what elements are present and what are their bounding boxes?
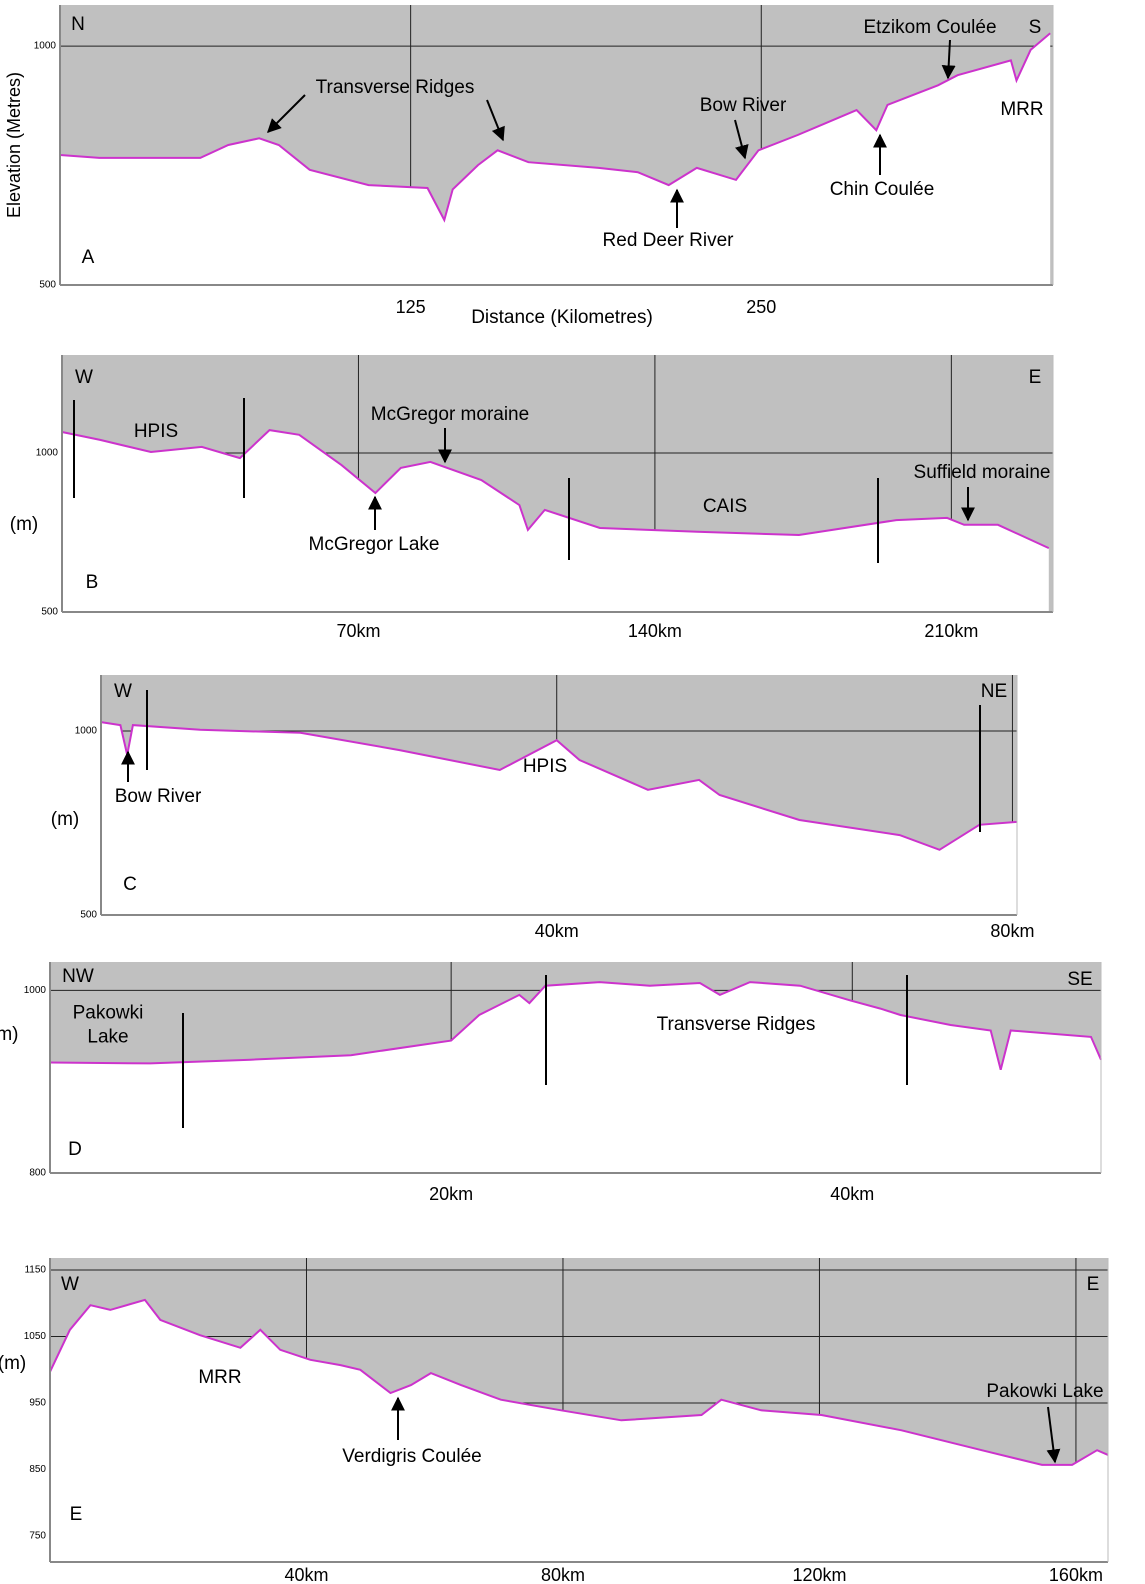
y-tick-label: 850 bbox=[29, 1464, 46, 1475]
x-tick-label: 40km bbox=[284, 1565, 328, 1584]
annotation: W bbox=[61, 1274, 79, 1296]
x-tick-label: 40km bbox=[830, 1184, 874, 1204]
x-tick-label: 140km bbox=[628, 621, 682, 641]
annotation: McGregor Lake bbox=[308, 534, 440, 556]
profile-line bbox=[100, 721, 1018, 851]
annotation: (m) bbox=[0, 1353, 27, 1375]
annotation: A bbox=[81, 247, 95, 269]
annotation: Transverse Ridges bbox=[656, 1014, 816, 1036]
annotation: Verdigris Coulée bbox=[342, 1446, 482, 1468]
annotation: Etzikom Coulée bbox=[863, 17, 997, 39]
annotation: E bbox=[69, 1504, 83, 1526]
annotation: McGregor moraine bbox=[370, 404, 530, 426]
x-tick-label: 40km bbox=[535, 921, 579, 941]
x-tick-label: 160km bbox=[1049, 1565, 1103, 1584]
annotation: E bbox=[1086, 1274, 1100, 1296]
profile-line bbox=[49, 1298, 1109, 1466]
annotation: E bbox=[1028, 367, 1042, 389]
annotation: Chin Coulée bbox=[829, 179, 935, 201]
x-tick-label: 210km bbox=[924, 621, 978, 641]
x-tick-label: 20km bbox=[429, 1184, 473, 1204]
annotation: Suffield moraine bbox=[913, 462, 1051, 484]
ground-area bbox=[62, 430, 1049, 612]
annotation: MRR bbox=[198, 1367, 242, 1389]
annotation: D bbox=[68, 1139, 82, 1161]
ground-area bbox=[60, 33, 1051, 286]
arrow bbox=[267, 94, 306, 133]
annotation: MRR bbox=[1000, 99, 1044, 121]
ground-area bbox=[101, 722, 1017, 915]
x-tick-label: 125 bbox=[396, 297, 426, 317]
annotation: HPIS bbox=[133, 421, 179, 443]
annotation: B bbox=[85, 572, 99, 594]
annotation: S bbox=[1028, 17, 1042, 39]
annotation: NW bbox=[62, 966, 94, 988]
y-axis-label: Elevation (Metres) bbox=[4, 72, 24, 218]
profile-line bbox=[59, 32, 1051, 223]
x-tick-label: 80km bbox=[990, 921, 1034, 941]
profile-line bbox=[49, 981, 1102, 1071]
annotation: NE bbox=[980, 681, 1008, 703]
annotation: Transverse Ridges bbox=[315, 77, 475, 99]
annotation: Pakowki Lake bbox=[986, 1381, 1104, 1403]
annotation: Distance (Kilometres) bbox=[471, 307, 653, 329]
profile-line bbox=[61, 429, 1050, 550]
x-tick-label: 80km bbox=[541, 1565, 585, 1584]
y-tick-label: 750 bbox=[29, 1531, 46, 1542]
x-tick-label: 70km bbox=[336, 621, 380, 641]
y-tick-label: 1000 bbox=[36, 448, 59, 459]
y-tick-label: 1050 bbox=[24, 1331, 47, 1342]
y-tick-label: 950 bbox=[29, 1398, 46, 1409]
ground-area bbox=[50, 1299, 1108, 1562]
y-tick-label: 1150 bbox=[24, 1265, 46, 1276]
y-tick-label: 1000 bbox=[75, 726, 98, 737]
x-tick-label: 120km bbox=[792, 1565, 846, 1584]
y-tick-label: 500 bbox=[80, 910, 97, 921]
arrow bbox=[486, 99, 505, 142]
annotation: N bbox=[71, 14, 85, 36]
annotation: Bow River bbox=[699, 95, 787, 117]
annotation: W bbox=[114, 681, 132, 703]
annotation: Bow River bbox=[114, 786, 202, 808]
y-tick-label: 500 bbox=[39, 280, 56, 291]
annotation: Red Deer River bbox=[602, 230, 734, 252]
annotation: Pakowki Lake bbox=[72, 1002, 144, 1047]
y-tick-label: 800 bbox=[29, 1168, 46, 1179]
annotation: W bbox=[75, 367, 93, 389]
arrow bbox=[1046, 1406, 1061, 1464]
annotation: (m) bbox=[9, 514, 39, 536]
annotation: SE bbox=[1067, 969, 1093, 991]
arrow bbox=[941, 39, 956, 80]
y-tick-label: 1000 bbox=[24, 985, 47, 996]
annotation: (m) bbox=[50, 809, 80, 831]
x-tick-label: 250 bbox=[746, 297, 776, 317]
annotation: (m) bbox=[0, 1024, 19, 1046]
annotation: C bbox=[123, 874, 137, 896]
y-tick-label: 1000 bbox=[34, 41, 57, 52]
annotation: CAIS bbox=[702, 496, 748, 518]
arrow bbox=[734, 119, 749, 160]
ground-area bbox=[50, 982, 1101, 1173]
annotation: HPIS bbox=[522, 756, 568, 778]
y-tick-label: 500 bbox=[41, 607, 58, 618]
